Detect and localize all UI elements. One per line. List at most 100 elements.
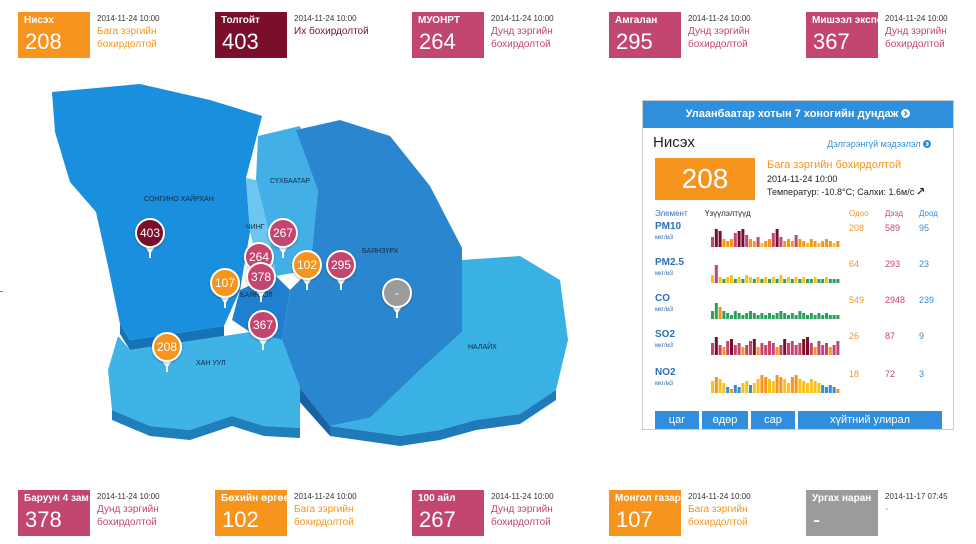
sparkline-bar: [760, 243, 764, 247]
sparkline-bar: [730, 389, 733, 393]
panel-aqi-value: 208: [655, 158, 755, 200]
station-card[interactable]: Толгойт 403 2014-11-24 10:00 Их бохирдол…: [215, 12, 385, 58]
pollutant-sparkline: [711, 265, 840, 283]
pollutant-max: 72: [885, 369, 896, 379]
period-day-button[interactable]: өдөр: [702, 411, 748, 429]
sparkline-bar: [730, 239, 733, 247]
detail-link[interactable]: Дэлгэрэнгүй мэдээлэл: [827, 139, 931, 149]
sparkline-bar: [714, 265, 718, 283]
period-hour-button[interactable]: цаг: [655, 411, 699, 429]
station-marker[interactable]: 403: [135, 218, 165, 258]
sparkline-bar: [783, 241, 787, 247]
pollutant-max: 2948: [885, 295, 906, 305]
station-aqi-tile[interactable]: 100 айл 267: [412, 490, 484, 536]
period-winter-button[interactable]: хүйтний улирал: [798, 411, 942, 429]
chevron-circle-right-icon: [901, 109, 911, 118]
pollutant-row-so2[interactable]: SO2 мкг/м3 26 87 9: [655, 329, 945, 359]
sparkline-bar: [794, 345, 798, 355]
sparkline-bar: [737, 387, 741, 393]
station-aqi-tile[interactable]: Ургах наран -: [806, 490, 878, 536]
pollutant-sparkline: [711, 375, 840, 393]
station-status: Бага зэргийн бохирдолтой: [294, 504, 354, 528]
sparkline-bar: [737, 231, 741, 247]
station-card[interactable]: 100 айл 267 2014-11-24 10:00 Дунд зэргий…: [412, 490, 582, 536]
panel-header[interactable]: Улаанбаатар хотын 7 хоногийн дундаж: [643, 101, 953, 128]
sparkline-bar: [711, 275, 714, 283]
pollutant-row-co[interactable]: CO мкг/м3 549 2948 239: [655, 293, 945, 323]
pollutant-row-pm25[interactable]: PM2.5 мкг/м3 64 293 23: [655, 257, 945, 287]
station-status: Бага зэргийн бохирдолтой: [688, 504, 748, 528]
pollutant-unit: мкг/м3: [655, 307, 674, 313]
sparkline-bar: [821, 279, 825, 283]
station-marker[interactable]: 107: [210, 268, 240, 308]
station-aqi-tile[interactable]: Амгалан 295: [609, 12, 681, 58]
station-card[interactable]: Амгалан 295 2014-11-24 10:00 Дунд зэргий…: [609, 12, 779, 58]
pollutant-current: 64: [849, 259, 860, 269]
pollutant-row-no2[interactable]: NO2 мкг/м3 18 72 3: [655, 367, 945, 397]
pollutant-name: NO2: [655, 367, 676, 378]
station-aqi-tile[interactable]: Мишээл экспо 367: [806, 12, 883, 58]
col-trend: Үзүүлэлтүүд: [705, 209, 751, 218]
sparkline-bar: [756, 379, 760, 393]
station-name: Мишээл экспо: [812, 15, 883, 26]
sparkline-bar: [828, 241, 832, 247]
sparkline-bar: [806, 337, 809, 355]
sparkline-bar: [741, 315, 745, 319]
station-marker[interactable]: 267: [268, 218, 298, 258]
sparkline-bar: [722, 239, 726, 247]
district-nalaikh: [330, 256, 568, 436]
station-marker[interactable]: 378: [246, 262, 276, 302]
sparkline-bar: [768, 313, 771, 319]
sparkline-bar: [809, 313, 813, 319]
sparkline-bar: [798, 239, 802, 247]
station-marker[interactable]: 367: [248, 310, 278, 350]
sparkline-bar: [806, 315, 809, 319]
sparkline-bar: [745, 275, 749, 283]
sparkline-bar: [756, 315, 760, 319]
station-card[interactable]: Нисэх 208 2014-11-24 10:00 Бага зэргийн …: [18, 12, 188, 58]
sparkline-bar: [817, 341, 821, 355]
station-aqi-value: 378: [25, 507, 62, 532]
sparkline-bar: [813, 381, 817, 393]
sparkline-bar: [802, 277, 806, 283]
sparkline-bar: [775, 279, 779, 283]
sparkline-bar: [832, 387, 836, 393]
station-card[interactable]: Мишээл экспо 367 2014-11-24 10:00 Дунд з…: [806, 12, 976, 58]
station-aqi-tile[interactable]: Толгойт 403: [215, 12, 287, 58]
station-aqi-tile[interactable]: Нисэх 208: [18, 12, 90, 58]
sparkline-bar: [718, 277, 722, 283]
station-timestamp: 2014-11-24 10:00: [491, 492, 554, 501]
pollutant-row-pm10[interactable]: PM10 мкг/м3 208 589 95: [655, 221, 945, 251]
station-aqi-tile[interactable]: МУОНРТ 264: [412, 12, 484, 58]
station-marker[interactable]: -: [382, 278, 412, 318]
station-card[interactable]: МУОНРТ 264 2014-11-24 10:00 Дунд зэргийн…: [412, 12, 582, 58]
station-card[interactable]: Монгол газар 107 2014-11-24 10:00 Бага з…: [609, 490, 779, 536]
period-month-button[interactable]: сар: [751, 411, 795, 429]
station-aqi-tile[interactable]: Баруун 4 зам 378: [18, 490, 90, 536]
detail-link-label: Дэлгэрэнгүй мэдээлэл: [827, 139, 921, 149]
station-aqi-tile[interactable]: Бөхийн өргөө 102: [215, 490, 290, 536]
station-marker[interactable]: 208: [152, 332, 182, 372]
pollutant-unit: мкг/м3: [655, 271, 674, 277]
sparkline-bar: [828, 347, 832, 355]
district-label: СҮХБААТАР: [270, 178, 311, 185]
station-marker[interactable]: 295: [326, 250, 356, 290]
pollutant-name: PM2.5: [655, 257, 684, 268]
sparkline-bar: [821, 241, 825, 247]
sparkline-bar: [756, 237, 760, 247]
station-aqi-value: 264: [419, 29, 456, 54]
sparkline-bar: [733, 279, 737, 283]
station-aqi-value: 208: [25, 29, 62, 54]
sparkline-bar: [771, 277, 775, 283]
sparkline-bar: [745, 235, 749, 247]
station-card[interactable]: Ургах наран - 2014-11-17 07:45 -: [806, 490, 976, 536]
station-card[interactable]: Баруун 4 зам 378 2014-11-24 10:00 Дунд з…: [18, 490, 188, 536]
sparkline-bar: [768, 341, 771, 355]
station-status: Их бохирдолтой: [294, 26, 369, 37]
station-marker[interactable]: 102: [292, 250, 322, 290]
station-card[interactable]: Бөхийн өргөө 102 2014-11-24 10:00 Бага з…: [215, 490, 385, 536]
sparkline-bar: [749, 239, 752, 247]
station-aqi-tile[interactable]: Монгол газар 107: [609, 490, 681, 536]
sparkline-bar: [771, 233, 775, 247]
col-element: Элемент: [655, 209, 688, 218]
